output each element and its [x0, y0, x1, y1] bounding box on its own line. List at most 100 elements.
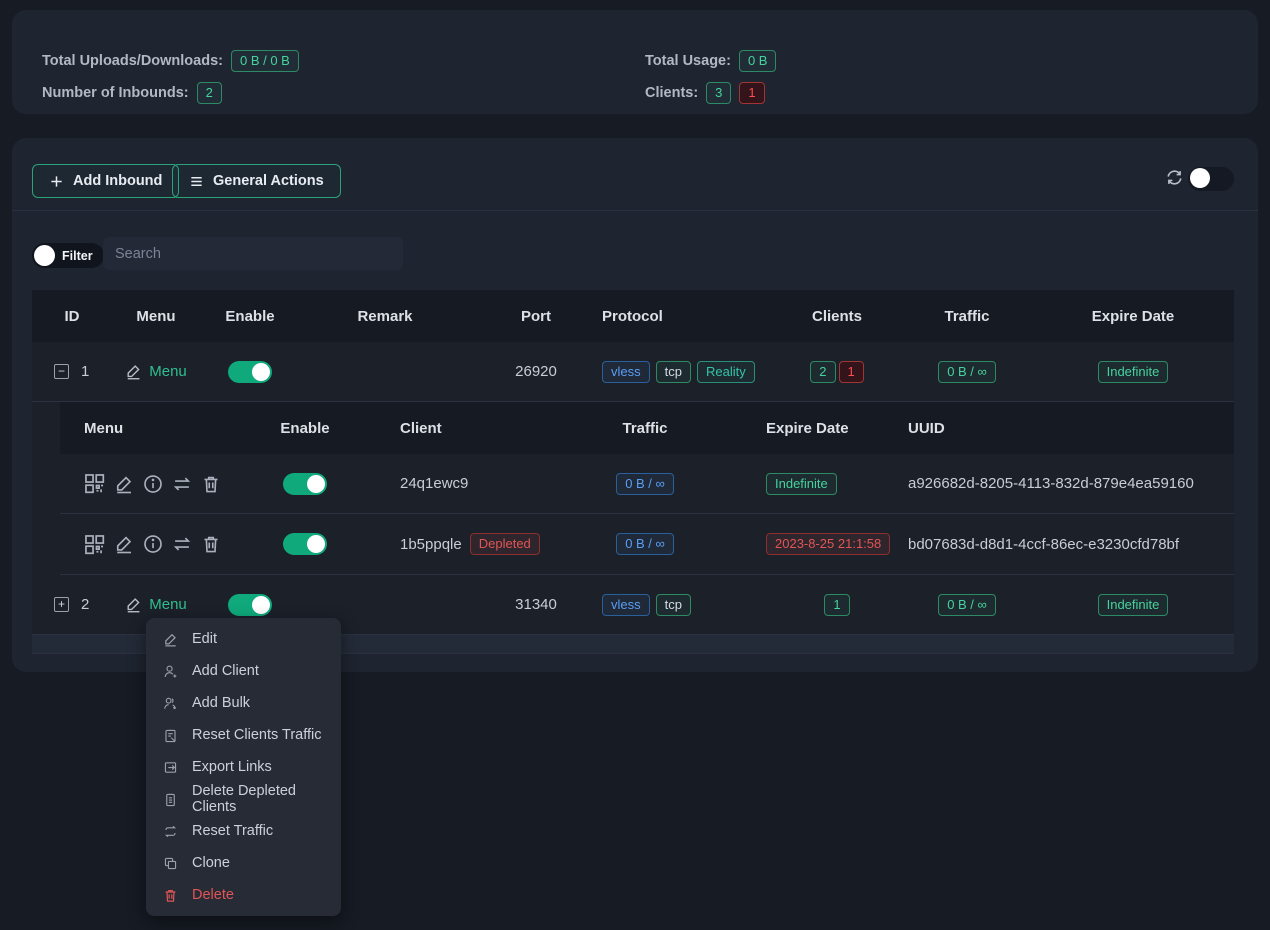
general-actions-label: General Actions — [213, 173, 324, 189]
client-traffic-badge: 0 B / ∞ — [616, 472, 674, 495]
inbound-context-menu: Edit Add Client Add Bulk Reset Clients T… — [146, 618, 341, 916]
expire-badge: Indefinite — [1097, 360, 1169, 383]
toggle-knob — [252, 362, 270, 381]
inbound-row-2: + 2 Menu 31340 vless tcp 1 0 B / ∞ Indef… — [32, 575, 1234, 635]
menu-item-label: Reset Traffic — [192, 823, 274, 839]
port-value: 31340 — [515, 596, 557, 613]
menu-item-delete[interactable]: Delete — [146, 879, 341, 911]
enable-toggle[interactable] — [228, 360, 272, 383]
info-icon[interactable] — [143, 534, 163, 554]
search-input[interactable] — [103, 237, 403, 270]
refresh-icon[interactable] — [1165, 168, 1184, 187]
toggle-knob — [307, 474, 325, 493]
reset-clients-traffic-icon — [165, 729, 176, 742]
protocol-badge-tcp: tcp — [655, 360, 691, 383]
header-port: Port — [521, 307, 551, 325]
enable-toggle[interactable] — [228, 593, 272, 616]
menu-item-add-client[interactable]: Add Client — [146, 655, 341, 687]
inbounds-card: Add Inbound General Actions Filter ID Me… — [12, 138, 1258, 672]
menu-item-reset-traffic[interactable]: Reset Traffic — [146, 815, 341, 847]
port-value: 26920 — [515, 363, 557, 380]
qrcode-icon[interactable] — [84, 534, 105, 555]
toggle-knob — [252, 595, 270, 614]
delete-client-icon[interactable] — [201, 474, 221, 494]
row-menu-button[interactable]: Menu — [112, 363, 200, 380]
client-enable-toggle[interactable] — [283, 472, 327, 495]
header-protocol: Protocol — [602, 307, 663, 325]
filter-knob — [34, 245, 55, 266]
usage-value-badge: 0 B — [738, 50, 777, 72]
protocol-badge-tcp: tcp — [655, 593, 691, 616]
menu-item-label: Reset Clients Traffic — [192, 727, 322, 743]
client-expire-badge: 2023-8-25 21:1:58 — [766, 533, 891, 555]
header-traffic: Traffic — [944, 307, 990, 325]
collapse-row-icon[interactable]: − — [54, 364, 69, 379]
reset-traffic-icon[interactable] — [172, 474, 192, 494]
total-uploads-downloads: Total Uploads/Downloads: 0 B / 0 B — [42, 50, 299, 72]
clients-label: Clients: — [645, 85, 699, 101]
qrcode-icon[interactable] — [84, 473, 105, 494]
add-inbound-button[interactable]: Add Inbound — [32, 164, 180, 198]
menu-item-label: Add Client — [192, 663, 259, 679]
menu-item-clone[interactable]: Clone — [146, 847, 341, 879]
menu-lines-icon — [190, 176, 203, 186]
menu-item-label: Add Bulk — [192, 695, 251, 711]
sub-header-menu: Menu — [84, 419, 124, 437]
client-enable-toggle[interactable] — [283, 533, 327, 555]
uploads-value-badge: 0 B / 0 B — [230, 50, 299, 72]
client-name: 24q1ewc9 — [400, 475, 469, 492]
delete-depleted-clients-icon — [166, 793, 175, 806]
table-header-row: ID Menu Enable Remark Port Protocol Clie… — [32, 290, 1234, 342]
filter-toggle[interactable]: Filter — [32, 243, 104, 268]
export-links-icon — [164, 761, 177, 773]
expand-row-icon[interactable]: + — [54, 597, 69, 612]
menu-item-edit[interactable]: Edit — [146, 623, 341, 655]
add-inbound-label: Add Inbound — [73, 173, 163, 189]
dark-mode-toggle[interactable] — [1188, 167, 1234, 191]
uploads-label: Total Uploads/Downloads: — [42, 53, 223, 69]
pencil-icon — [127, 365, 141, 380]
menu-item-export-links[interactable]: Export Links — [146, 751, 341, 783]
usage-label: Total Usage: — [645, 53, 731, 69]
header-clients: Clients — [811, 307, 862, 325]
clients-ok-badge: 2 — [810, 360, 836, 383]
row-menu-button[interactable]: Menu — [112, 596, 200, 613]
pencil-icon — [127, 598, 141, 613]
edit-icon — [164, 633, 177, 646]
clients-ok-badge: 1 — [824, 593, 850, 616]
depleted-badge: Depleted — [469, 533, 540, 555]
add-client-icon — [164, 665, 177, 678]
clients-depleted-badge: 1 — [739, 82, 765, 104]
protocol-badge-vless: vless — [602, 360, 650, 383]
inbounds-value-badge: 2 — [196, 82, 222, 104]
edit-client-icon[interactable] — [114, 534, 134, 554]
reset-traffic-icon — [165, 825, 176, 837]
clients-depleted-badge: 1 — [838, 360, 864, 383]
delete-icon — [165, 889, 176, 902]
sub-header-expire: Expire Date — [766, 419, 849, 437]
menu-item-label: Export Links — [192, 759, 272, 775]
reset-traffic-icon[interactable] — [172, 534, 192, 554]
inbounds-label: Number of Inbounds: — [42, 85, 189, 101]
menu-item-add-bulk[interactable]: Add Bulk — [146, 687, 341, 719]
expire-badge: Indefinite — [1097, 593, 1169, 616]
row-menu-label: Menu — [149, 363, 187, 380]
protocol-badge-reality: Reality — [696, 360, 755, 383]
row-menu-label: Menu — [149, 596, 187, 613]
info-icon[interactable] — [143, 474, 163, 494]
edit-client-icon[interactable] — [114, 474, 134, 494]
inbound-id: 1 — [81, 363, 90, 380]
header-id: ID — [64, 307, 80, 325]
clients-active-badge: 3 — [706, 82, 732, 104]
total-usage: Total Usage: 0 B — [645, 50, 777, 72]
menu-item-delete-depleted-clients[interactable]: Delete Depleted Clients — [146, 783, 341, 815]
subtable-header-row: Menu Enable Client Traffic Expire Date U… — [60, 402, 1234, 454]
inbound-id: 2 — [81, 596, 90, 613]
menu-item-reset-clients-traffic[interactable]: Reset Clients Traffic — [146, 719, 341, 751]
general-actions-button[interactable]: General Actions — [172, 164, 341, 198]
delete-client-icon[interactable] — [201, 534, 221, 554]
toolbar-divider — [12, 210, 1258, 211]
header-menu: Menu — [136, 307, 176, 325]
add-bulk-icon — [164, 697, 177, 710]
